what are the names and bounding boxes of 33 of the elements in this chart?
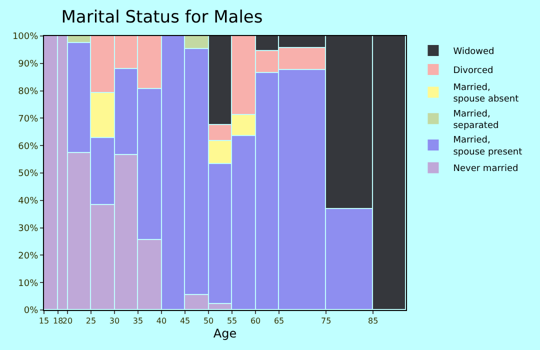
y-tick-label: 40% bbox=[18, 196, 39, 207]
y-tick-label: 50% bbox=[18, 169, 39, 180]
x-tick-label: 60 bbox=[250, 316, 261, 326]
y-tick-label: 70% bbox=[18, 114, 39, 124]
x-tick-label: 45 bbox=[180, 316, 190, 326]
y-tick-label: 30% bbox=[18, 224, 39, 234]
chart-title: Marital Status for Males bbox=[61, 7, 263, 28]
y-tick-label: 0% bbox=[24, 306, 39, 316]
x-tick-label: 40 bbox=[156, 316, 167, 326]
legend-label: Married, spouse absent bbox=[453, 82, 520, 105]
x-tick-label: 30 bbox=[109, 316, 120, 326]
x-tick-label: 85 bbox=[368, 316, 378, 326]
x-tick-label: 55 bbox=[226, 316, 238, 326]
y-tick-label: 10% bbox=[18, 278, 39, 289]
x-tick-label: 20 bbox=[62, 316, 73, 326]
y-tick-label: 90% bbox=[18, 60, 39, 70]
y-tick-label: 20% bbox=[18, 251, 39, 262]
x-tick-label: 25 bbox=[86, 316, 96, 326]
y-tick-label: 100% bbox=[12, 32, 39, 42]
x-tick-label: 18 bbox=[53, 316, 64, 326]
x-tick-label: 15 bbox=[38, 316, 50, 326]
legend-label: Divorced bbox=[453, 66, 494, 76]
legend-label: Never married bbox=[453, 164, 518, 174]
legend-label: Married, separated bbox=[453, 109, 499, 131]
legend-label: Married, spouse present bbox=[453, 136, 523, 158]
x-tick-label: 75 bbox=[320, 316, 332, 326]
y-tick-label: 60% bbox=[18, 142, 39, 152]
x-tick-label: 35 bbox=[132, 316, 144, 326]
legend-label: Widowed bbox=[453, 47, 494, 58]
x-tick-label: 65 bbox=[274, 316, 284, 326]
y-tick-label: 80% bbox=[18, 86, 39, 97]
x-axis-title: Age bbox=[213, 326, 237, 340]
x-tick-label: 50 bbox=[203, 316, 214, 326]
